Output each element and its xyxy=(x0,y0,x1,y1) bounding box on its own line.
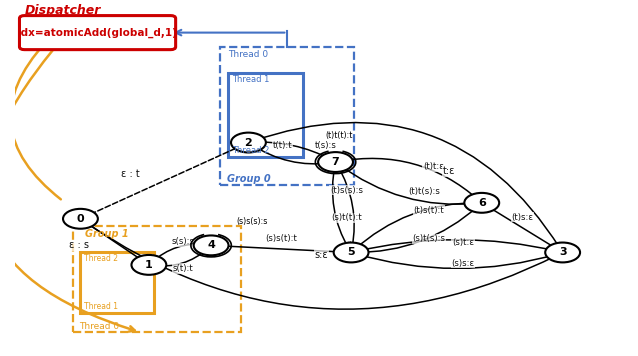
Text: Thread 2: Thread 2 xyxy=(84,254,118,263)
Text: t(t):t: t(t):t xyxy=(273,141,292,150)
Text: 0: 0 xyxy=(77,214,84,224)
Text: Thread 1: Thread 1 xyxy=(84,302,118,311)
Text: 3: 3 xyxy=(559,247,567,257)
FancyArrowPatch shape xyxy=(0,49,135,331)
Text: ε : s: ε : s xyxy=(68,240,89,250)
Text: Thread 1: Thread 1 xyxy=(232,75,269,84)
Text: s:ε: s:ε xyxy=(315,250,329,260)
Circle shape xyxy=(545,242,580,262)
Text: 2: 2 xyxy=(244,137,252,147)
Text: 6: 6 xyxy=(478,198,486,208)
Text: (s)t(t):t: (s)t(t):t xyxy=(331,213,362,222)
Text: idx=atomicAdd(global_d,1): idx=atomicAdd(global_d,1) xyxy=(18,27,177,38)
Text: t(s):s: t(s):s xyxy=(315,141,337,150)
Text: 4: 4 xyxy=(207,240,215,250)
Circle shape xyxy=(194,235,228,255)
Text: (t)t(s):s: (t)t(s):s xyxy=(408,187,440,196)
Text: Thread 2: Thread 2 xyxy=(232,146,269,155)
Text: Thread 0: Thread 0 xyxy=(228,51,268,59)
Text: ε : t: ε : t xyxy=(121,169,140,179)
Text: Group 1: Group 1 xyxy=(85,229,129,239)
Text: (s)s(s):s: (s)s(s):s xyxy=(236,217,267,226)
Text: (s)s(t):t: (s)s(t):t xyxy=(265,235,297,244)
Circle shape xyxy=(334,242,369,262)
Text: (t)t:ε: (t)t:ε xyxy=(423,162,444,171)
Text: 1: 1 xyxy=(145,260,152,270)
Circle shape xyxy=(464,193,499,213)
Circle shape xyxy=(131,255,167,275)
Circle shape xyxy=(231,132,266,152)
Text: (t)s(t):t: (t)s(t):t xyxy=(413,206,444,215)
Text: Group 0: Group 0 xyxy=(226,173,271,184)
Text: Dispatcher: Dispatcher xyxy=(24,4,101,17)
Text: 5: 5 xyxy=(347,247,355,257)
FancyBboxPatch shape xyxy=(20,16,175,49)
Circle shape xyxy=(63,209,98,229)
Text: Thread 0: Thread 0 xyxy=(79,323,119,331)
Text: (s)t:ε: (s)t:ε xyxy=(452,238,474,247)
Text: (t)s:ε: (t)s:ε xyxy=(511,213,533,221)
Text: t:ε: t:ε xyxy=(443,166,456,176)
Text: (t)t(t):t: (t)t(t):t xyxy=(325,131,352,140)
Text: (s)t(s):s: (s)t(s):s xyxy=(412,235,445,244)
Text: 7: 7 xyxy=(332,157,339,167)
Text: (t)s(s):s: (t)s(s):s xyxy=(330,186,363,195)
Text: s(s):s: s(s):s xyxy=(172,237,195,246)
Text: s(t):t: s(t):t xyxy=(173,264,193,273)
Circle shape xyxy=(318,152,353,172)
FancyArrowPatch shape xyxy=(11,42,61,199)
Text: (s)s:ε: (s)s:ε xyxy=(452,258,475,268)
